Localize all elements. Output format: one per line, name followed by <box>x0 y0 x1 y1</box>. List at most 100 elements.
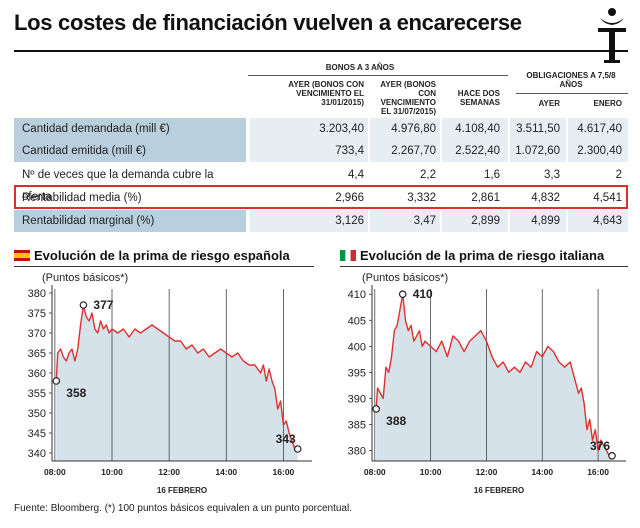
table-row: Rentabilidad marginal (%) 3,126 3,47 2,899 4… <box>14 210 628 232</box>
table-cell: 2 <box>615 169 622 181</box>
table-cell: 4,643 <box>593 215 622 227</box>
y-tick-label: 400 <box>348 341 366 353</box>
row-label: Rentabilidad marginal (%) <box>14 210 246 232</box>
series-area <box>56 305 298 461</box>
chart-title-italy: Evolución de la prima de riesgo italiana <box>360 248 605 263</box>
column-separator <box>440 140 442 162</box>
column-separator <box>566 210 568 232</box>
row-label: Cantidad emitida (mill €) <box>14 140 246 162</box>
column-separator <box>440 210 442 232</box>
column-header-obligaciones-enero: ENERO <box>593 99 622 108</box>
y-unit-label: (Puntos básicos*) <box>42 272 128 284</box>
column-separator <box>368 210 370 232</box>
y-unit-label: (Puntos básicos*) <box>362 272 448 284</box>
table-cell: 2.267,70 <box>391 145 436 157</box>
data-label: 358 <box>66 386 86 400</box>
group-rule-obligaciones <box>516 93 628 94</box>
column-header-obligaciones-ayer: AYER <box>538 99 561 108</box>
title-rule <box>14 50 628 52</box>
y-tick-label: 380 <box>28 288 46 300</box>
highlight-rentabilidad-media <box>14 185 628 209</box>
column-separator <box>508 118 510 140</box>
table-cell: 3,126 <box>335 215 364 227</box>
x-tick-label: 10:00 <box>420 467 442 477</box>
table-cell: 2,966 <box>335 192 364 204</box>
data-label: 376 <box>590 439 610 453</box>
y-tick-label: 385 <box>348 420 366 432</box>
x-tick-label: 12:00 <box>476 467 498 477</box>
column-header-ayer-julio-2015: AYER (BONOS CON VENCIMIENTO EL 31/07/201… <box>380 80 436 116</box>
table-cell: 3,3 <box>544 169 560 181</box>
table-cell: 4.617,40 <box>577 123 622 135</box>
column-separator <box>248 140 250 162</box>
column-separator <box>248 118 250 140</box>
y-tick-label: 365 <box>28 348 46 360</box>
y-tick-label: 370 <box>28 328 46 340</box>
data-point-marker <box>372 405 380 413</box>
column-separator <box>440 118 442 140</box>
table-cell: 733,4 <box>335 145 364 157</box>
row-label: Rentabilidad media (%) <box>22 192 142 204</box>
table-cell: 2.522,40 <box>455 145 500 157</box>
y-tick-label: 340 <box>28 448 46 460</box>
x-tick-label: 12:00 <box>158 467 180 477</box>
table-cell: 3.203,40 <box>319 123 364 135</box>
data-label: 377 <box>93 298 113 312</box>
table-row: Nº de veces que la demanda cubre la ofer… <box>14 164 628 203</box>
table-row: Rentabilidad media (%) 2,966 3,332 2,861 4,8… <box>14 187 628 209</box>
table-cell: 4,899 <box>531 215 560 227</box>
data-point-marker <box>79 301 88 309</box>
y-tick-label: 350 <box>28 408 46 420</box>
data-label: 343 <box>276 432 296 446</box>
row-background <box>250 164 628 186</box>
series-line <box>375 293 613 457</box>
data-point-marker <box>398 290 407 299</box>
column-header-ayer-enero-2015: AYER (BONOS CON VENCIMIENTO EL 31/01/201… <box>288 80 364 107</box>
row-background <box>250 118 628 140</box>
chart-spain: (Puntos básicos*) 340 345 350 355 360 365 370 37… <box>28 272 312 495</box>
table-cell: 1.072,60 <box>515 145 560 157</box>
y-tick-label: 360 <box>28 368 46 380</box>
row-label: Cantidad demandada (mill €) <box>14 118 246 140</box>
table-cell: 3.511,50 <box>516 123 560 135</box>
x-tick-label: 16:00 <box>273 467 295 477</box>
table-cell: 2.300,40 <box>577 145 622 157</box>
italy-flag-icon <box>340 250 356 261</box>
table-cell: 4.108,40 <box>455 123 500 135</box>
data-point-marker <box>52 377 61 385</box>
chart-rule-spain <box>14 266 314 267</box>
row-background <box>250 140 628 162</box>
group-header-bonos: BONOS A 3 AÑOS <box>325 63 395 72</box>
x-axis-label: 16 FEBRERO <box>157 486 207 495</box>
table-cell: 4,832 <box>531 192 560 204</box>
table-cell: 1,6 <box>484 169 500 181</box>
page-title: Los costes de financiación vuelven a enc… <box>14 10 522 35</box>
table-cell: 2,2 <box>420 169 436 181</box>
y-tick-label: 375 <box>28 308 46 320</box>
table-cell: 4,541 <box>593 192 622 204</box>
x-tick-label: 08:00 <box>44 467 66 477</box>
footer-source: Fuente: Bloomberg. (*) 100 puntos básico… <box>14 503 352 514</box>
x-tick-label: 14:00 <box>215 467 237 477</box>
column-separator <box>248 210 250 232</box>
column-header-hace-dos-semanas: HACE DOS SEMANAS <box>457 89 500 107</box>
x-tick-label: 08:00 <box>364 467 386 477</box>
data-label: 410 <box>413 287 433 301</box>
column-separator <box>566 118 568 140</box>
chart-title-spain: Evolución de la prima de riesgo española <box>34 248 290 263</box>
y-tick-label: 390 <box>348 393 366 405</box>
table-cell: 4.976,80 <box>391 123 436 135</box>
chart-italy: (Puntos básicos*) 380 385 390 395 400 405 410 08… <box>348 272 626 495</box>
y-tick-label: 410 <box>348 289 366 301</box>
data-point-marker <box>608 451 616 460</box>
x-axis-label: 16 FEBRERO <box>474 486 524 495</box>
y-tick-label: 395 <box>348 367 366 379</box>
newspaper-logo-icon <box>598 8 626 63</box>
data-label: 388 <box>386 414 406 428</box>
series-area <box>376 294 613 461</box>
row-background <box>250 210 628 232</box>
table-row: Cantidad demandada (mill €) 3.203,40 4.976… <box>14 118 628 140</box>
x-tick-label: 14:00 <box>531 467 553 477</box>
column-separator <box>508 210 510 232</box>
spain-flag-icon <box>14 250 30 261</box>
